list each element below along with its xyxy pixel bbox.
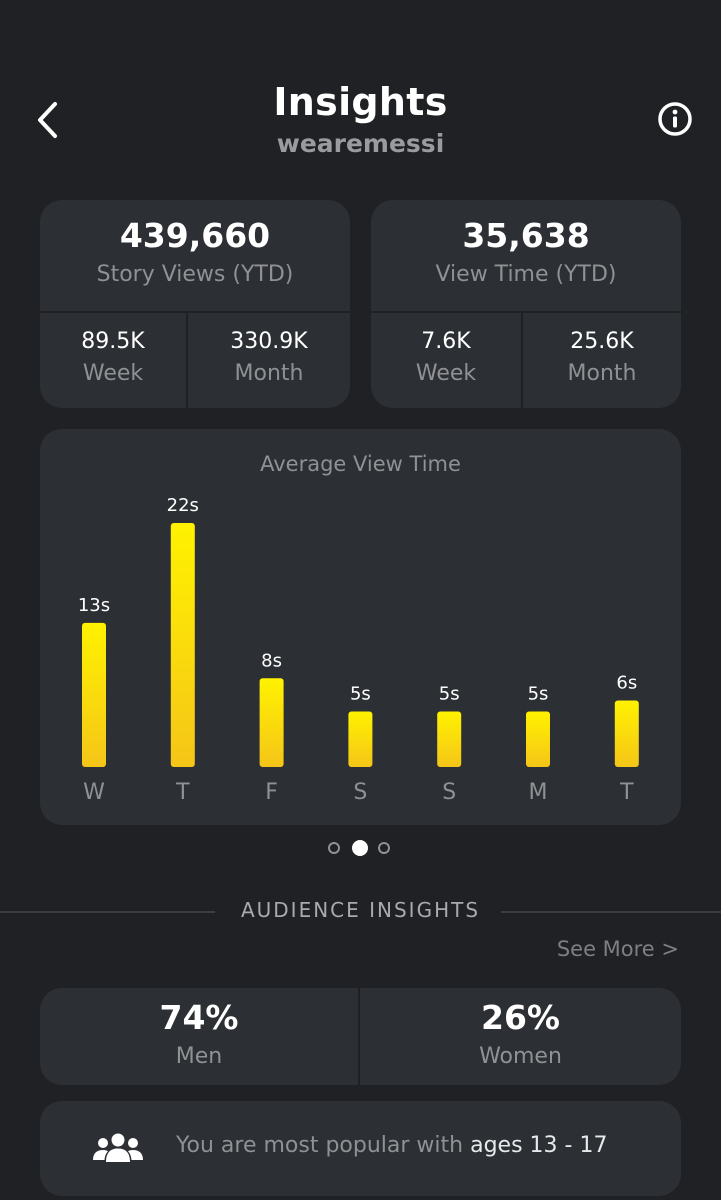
- view-time-label: View Time (YTD): [435, 262, 617, 287]
- day-axis-label: S: [442, 780, 456, 805]
- page-dot[interactable]: [378, 842, 390, 854]
- chart-bar: [259, 678, 284, 767]
- women-stat: 26% Women: [360, 988, 681, 1085]
- men-percentage: 74%: [159, 998, 239, 1037]
- chart-bar: [170, 523, 195, 767]
- gender-split-card: 74% Men 26% Women: [40, 988, 681, 1085]
- chart-bar: [82, 622, 106, 767]
- popular-age-text: You are most popular with ages 13 - 17: [176, 1133, 607, 1158]
- story-views-month: 330.9K Month: [188, 313, 350, 408]
- story-views-week-label: Week: [82, 361, 144, 386]
- view-time-month: 25.6K Month: [523, 313, 681, 408]
- day-axis-label: W: [83, 780, 105, 805]
- view-time-summary: 35,638 View Time (YTD): [371, 200, 681, 313]
- day-axis-label: T: [175, 780, 190, 805]
- day-axis-label: T: [619, 780, 634, 805]
- people-group-icon: [93, 1133, 143, 1162]
- popular-age-card: You are most popular with ages 13 - 17: [40, 1101, 681, 1196]
- username-subtitle: wearemessi: [276, 129, 445, 158]
- average-view-time-chart: 13s W 22s T 8s F 5s S 5s S 5s M 6s T: [78, 495, 639, 805]
- bar-value-label: 5s: [528, 684, 549, 705]
- day-axis-label: S: [353, 780, 367, 805]
- view-time-month-label: Month: [567, 361, 637, 386]
- story-views-month-value: 330.9K: [230, 329, 308, 354]
- chart-bar: [614, 700, 639, 767]
- view-time-week: 7.6K Week: [371, 313, 523, 408]
- story-views-month-label: Month: [234, 361, 304, 386]
- story-views-value: 439,660: [119, 216, 271, 255]
- men-label: Men: [175, 1044, 223, 1069]
- women-label: Women: [479, 1044, 562, 1069]
- info-circle-icon: [658, 102, 692, 136]
- bar-value-label: 22s: [167, 495, 199, 516]
- bar-value-label: 5s: [439, 684, 460, 705]
- bar-value-label: 8s: [261, 650, 282, 671]
- story-views-week-value: 89.5K: [81, 329, 145, 354]
- bar-value-label: 5s: [350, 684, 371, 705]
- section-divider-right: [501, 911, 721, 913]
- page-dot-active[interactable]: [352, 840, 368, 856]
- popular-prefix: You are most popular with: [176, 1133, 471, 1158]
- bar-value-label: 13s: [78, 595, 110, 616]
- day-axis-label: M: [529, 780, 548, 805]
- view-time-month-value: 25.6K: [570, 329, 634, 354]
- women-percentage: 26%: [481, 998, 560, 1037]
- chart-bar: [348, 711, 373, 767]
- story-views-label: Story Views (YTD): [96, 262, 294, 287]
- info-button[interactable]: [654, 98, 696, 140]
- day-axis-label: F: [265, 780, 278, 805]
- chart-bar: [437, 711, 462, 767]
- view-time-value: 35,638: [462, 216, 590, 255]
- chart-bar: [526, 711, 550, 767]
- average-view-time-chart-card[interactable]: Average View Time 13s W 22s T 8s F 5s S 5s S 5s M 6s…: [40, 429, 681, 825]
- back-button[interactable]: [28, 96, 72, 144]
- view-time-week-value: 7.6K: [421, 329, 471, 354]
- view-time-week-label: Week: [415, 361, 477, 386]
- section-divider-left: [0, 911, 215, 913]
- view-time-card: 35,638 View Time (YTD) 7.6K Week 25.6K M…: [371, 200, 681, 408]
- chevron-left-icon: [38, 102, 57, 138]
- page-title: Insights: [273, 80, 448, 124]
- see-more-link[interactable]: See More >: [556, 937, 679, 961]
- story-views-week: 89.5K Week: [40, 313, 188, 408]
- page-indicator[interactable]: [326, 840, 396, 859]
- bar-value-label: 6s: [616, 672, 637, 693]
- story-views-card: 439,660 Story Views (YTD) 89.5K Week 330…: [40, 200, 350, 408]
- page-dot[interactable]: [328, 842, 340, 854]
- popular-age-range: ages 13 - 17: [470, 1133, 608, 1158]
- story-views-summary: 439,660 Story Views (YTD): [40, 200, 350, 313]
- chart-title: Average View Time: [260, 452, 461, 476]
- audience-insights-heading: AUDIENCE INSIGHTS: [240, 898, 481, 922]
- men-stat: 74% Men: [40, 988, 360, 1085]
